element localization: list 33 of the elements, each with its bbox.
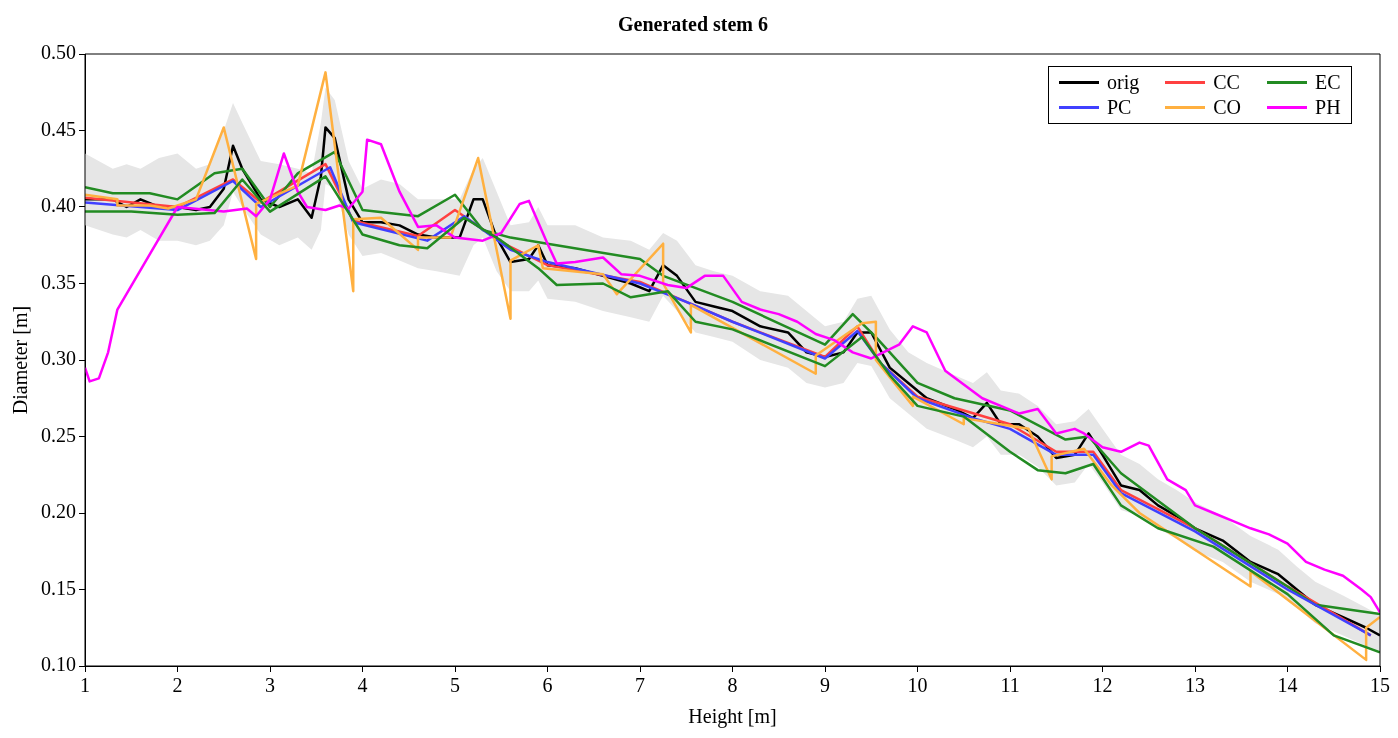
x-tick-label: 13: [1185, 674, 1205, 697]
legend-label: CO: [1213, 96, 1242, 119]
chart-title: Generated stem 6: [618, 13, 768, 36]
y-tick-label: 0.45: [41, 117, 76, 140]
x-tick-label: 9: [820, 674, 830, 697]
legend-label: PH: [1315, 96, 1341, 119]
x-tick-label: 8: [727, 674, 738, 697]
y-tick-label: 0.35: [41, 270, 76, 293]
x-tick-label: 10: [907, 674, 928, 697]
x-tick-label: 15: [1370, 674, 1390, 697]
x-tick-label: 3: [265, 674, 275, 697]
x-axis-title: Height [m]: [688, 705, 777, 729]
x-tick-label: 11: [1000, 674, 1020, 697]
x-tick-label: 12: [1092, 674, 1113, 697]
y-tick-label: 0.15: [41, 576, 76, 599]
y-tick-label: 0.20: [41, 500, 76, 523]
y-tick-label: 0.50: [41, 41, 76, 64]
y-axis-title: Diameter [m]: [9, 305, 32, 415]
x-tick-label: 1: [80, 674, 90, 697]
x-tick-label: 14: [1277, 674, 1298, 697]
y-tick-label: 0.40: [41, 194, 76, 217]
y-tick-label: 0.25: [41, 423, 76, 446]
x-tick-label: 2: [172, 674, 183, 697]
x-tick-label: 7: [635, 674, 645, 697]
legend-label: PC: [1107, 96, 1132, 119]
legend-label: EC: [1315, 71, 1341, 94]
y-tick-label: 0.30: [41, 347, 76, 370]
x-tick-label: 4: [357, 674, 368, 697]
x-tick-label: 6: [542, 674, 553, 697]
y-tick-label: 0.10: [41, 653, 76, 676]
legend-label: CC: [1213, 71, 1240, 94]
legend-label: orig: [1107, 71, 1140, 94]
x-tick-label: 5: [450, 674, 460, 697]
